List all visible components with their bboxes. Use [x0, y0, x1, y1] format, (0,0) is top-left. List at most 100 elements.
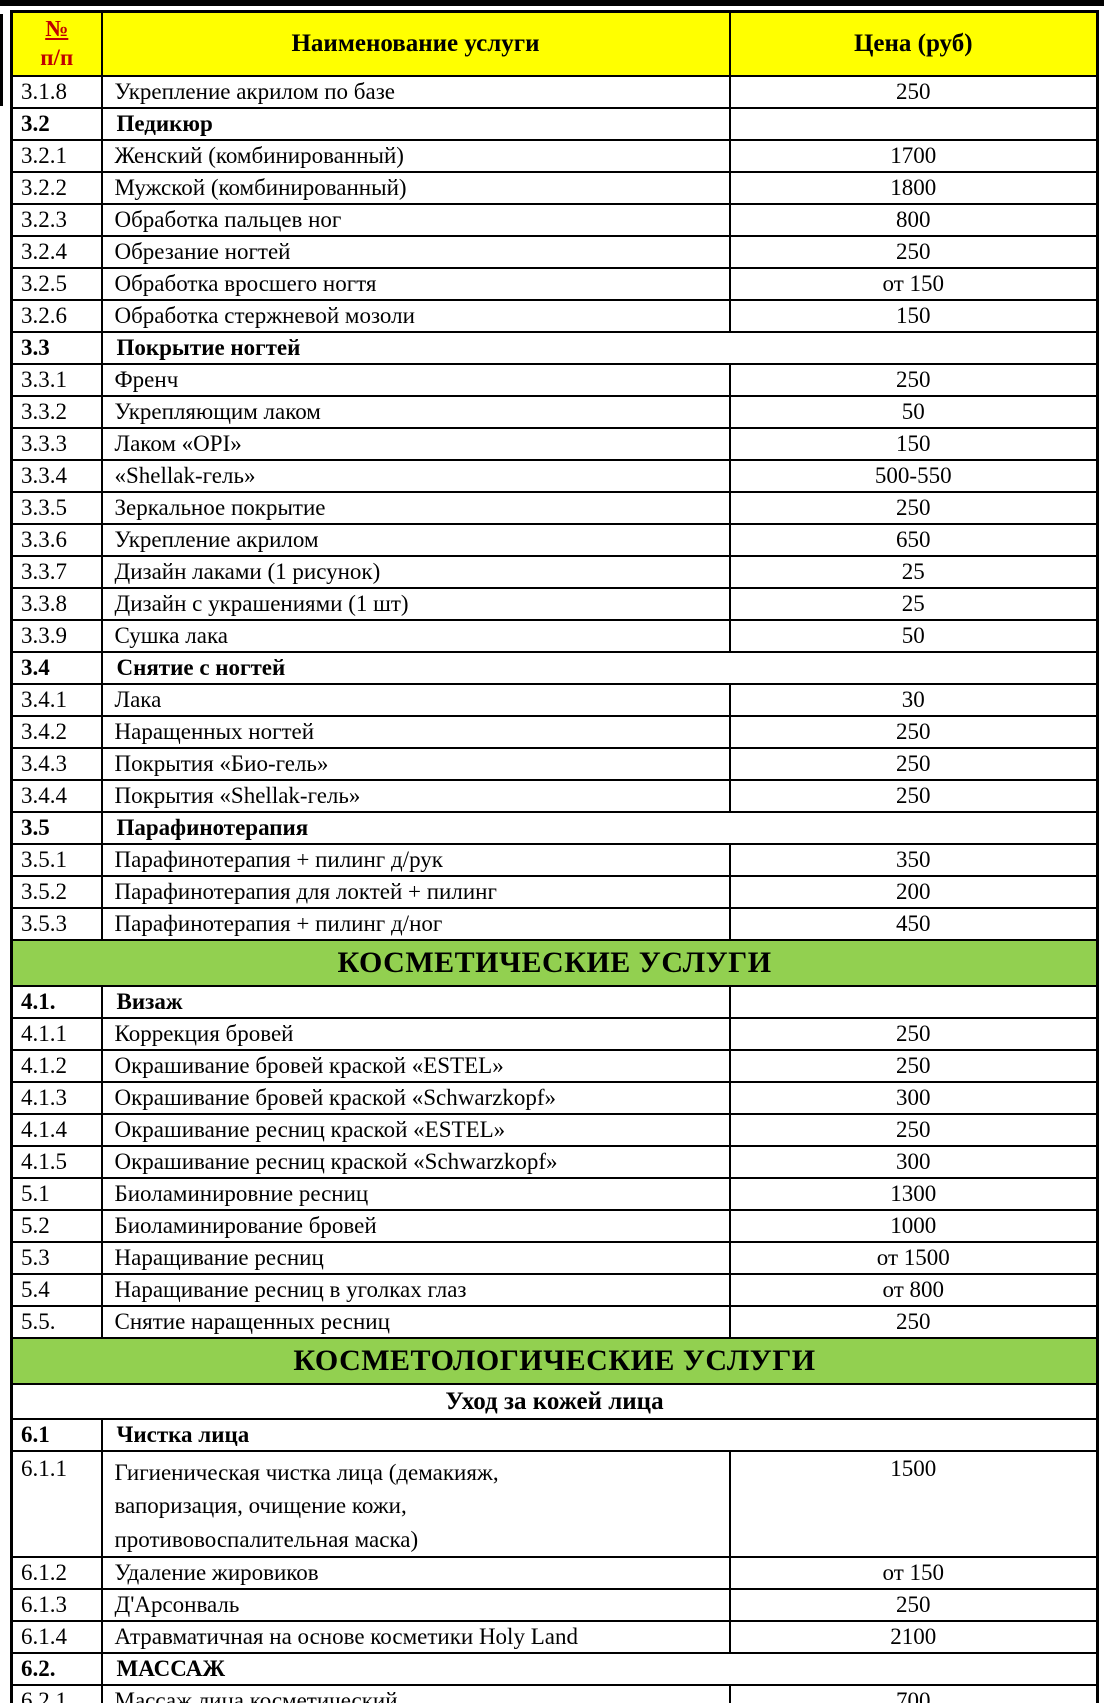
row-number-cell: 6.1	[10, 1418, 103, 1452]
item-row: 3.3.1 Френч 250	[10, 363, 1099, 397]
banner-row: КОСМЕТИЧЕСКИЕ УСЛУГИ	[10, 939, 1099, 987]
service-name-cell: Наращивание ресниц	[100, 1241, 731, 1275]
per-item-label: п/п	[40, 45, 74, 70]
price-cell: 250	[728, 715, 1099, 749]
price-cell: от 150	[728, 1556, 1099, 1591]
row-number-cell: 3.2.5	[10, 267, 103, 301]
price-cell: 250	[728, 1113, 1099, 1147]
service-name-cell: Лака	[100, 683, 731, 717]
item-row: 3.3.4 «Shellak-гель» 500-550	[10, 459, 1099, 493]
row-number-cell: 6.2.1	[10, 1684, 103, 1703]
price-cell: 25	[728, 555, 1099, 589]
item-row: 3.5.2 Парафинотерапия для локтей + пилинг…	[10, 875, 1099, 909]
service-name-cell: Обработка пальцев ног	[100, 203, 731, 237]
row-number-cell: 3.3.3	[10, 427, 103, 461]
item-row: 3.5.3 Парафинотерапия + пилинг д/ног 450	[10, 907, 1099, 941]
item-row: 3.2.3 Обработка пальцев ног 800	[10, 203, 1099, 237]
item-row: 3.3.9 Сушка лака 50	[10, 619, 1099, 653]
price-cell: 800	[728, 203, 1099, 237]
service-name-cell: Массаж лица косметический	[100, 1684, 731, 1703]
price-cell: 300	[728, 1145, 1099, 1179]
item-row: 4.1.5 Окрашивание ресниц краской «Schwarz…	[10, 1145, 1099, 1179]
price-cell	[728, 107, 1099, 141]
row-number-cell: 5.3	[10, 1241, 103, 1275]
price-cell: 250	[728, 491, 1099, 525]
price-cell: 1000	[728, 1209, 1099, 1243]
item-row: 3.2.6 Обработка стержневой мозоли 150	[10, 299, 1099, 333]
price-cell: 250	[728, 747, 1099, 781]
price-cell: 30	[728, 683, 1099, 717]
row-number-cell: 5.2	[10, 1209, 103, 1243]
row-number-cell: 3.4.4	[10, 779, 103, 813]
item-row: 6.1.4 Атравматичная на основе косметики H…	[10, 1620, 1099, 1655]
price-cell: 450	[728, 907, 1099, 941]
row-number-cell: 6.1.1	[10, 1449, 103, 1559]
section-row: 3.3 Покрытие ногтей	[10, 331, 1099, 365]
category-banner: КОСМЕТОЛОГИЧЕСКИЕ УСЛУГИ	[10, 1337, 1099, 1385]
service-name-cell: Укрепление акрилом по базе	[100, 75, 731, 109]
price-cell: 2100	[728, 1620, 1099, 1655]
service-name-cell: Парафинотерапия + пилинг д/рук	[100, 843, 731, 877]
category-banner: КОСМЕТИЧЕСКИЕ УСЛУГИ	[10, 939, 1099, 987]
item-row: 6.1.3 Д'Арсонваль 250	[10, 1588, 1099, 1623]
subheader-row: Уход за кожей лица	[10, 1383, 1099, 1420]
row-number-cell: 3.5.1	[10, 843, 103, 877]
price-cell: 1700	[728, 139, 1099, 173]
service-name-cell: Наращивание ресниц в уголках глаз	[100, 1273, 731, 1307]
price-cell: 250	[728, 1305, 1099, 1339]
service-name-cell: Парафинотерапия + пилинг д/ног	[100, 907, 731, 941]
row-number-cell: 4.1.1	[10, 1017, 103, 1051]
service-name-cell: Атравматичная на основе косметики Holy L…	[100, 1620, 731, 1655]
row-number-cell: 6.1.3	[10, 1588, 103, 1623]
item-row: 6.2.1 Массаж лица косметический 700	[10, 1684, 1099, 1703]
service-name-cell: Зеркальное покрытие	[100, 491, 731, 525]
row-number-cell: 3.3	[10, 331, 103, 365]
row-number-cell: 4.1.	[10, 985, 103, 1019]
row-number-cell: 3.4.2	[10, 715, 103, 749]
price-cell: 650	[728, 523, 1099, 557]
item-row: 3.3.3 Лаком «OPI» 150	[10, 427, 1099, 461]
service-name-cell: МАССАЖ	[100, 1652, 1099, 1687]
service-name-cell: Обработка вросшего ногтя	[100, 267, 731, 301]
row-number-cell: 4.1.4	[10, 1113, 103, 1147]
item-row: 3.2.2 Мужской (комбинированный) 1800	[10, 171, 1099, 205]
price-cell: 700	[728, 1684, 1099, 1703]
service-name-cell: «Shellak-гель»	[100, 459, 731, 493]
row-number-cell: 6.1.2	[10, 1556, 103, 1591]
price-cell: от 800	[728, 1273, 1099, 1307]
item-row: 5.1 Биоламинировние ресниц 1300	[10, 1177, 1099, 1211]
row-number-cell: 3.4.3	[10, 747, 103, 781]
row-number-cell: 3.2.3	[10, 203, 103, 237]
number-sign-label: №	[45, 16, 69, 42]
item-row: 6.1.1 Гигиеническая чистка лица (демакияж…	[10, 1449, 1099, 1559]
service-name-cell: Наращенных ногтей	[100, 715, 731, 749]
service-name-cell: Укрепление акрилом	[100, 523, 731, 557]
price-cell: 150	[728, 299, 1099, 333]
service-name-cell: Френч	[100, 363, 731, 397]
service-name-cell: Окрашивание ресниц краской «Schwarzkopf»	[100, 1145, 731, 1179]
price-cell: 1300	[728, 1177, 1099, 1211]
service-name-cell: Педикюр	[100, 107, 731, 141]
price-cell: 25	[728, 587, 1099, 621]
row-number-cell: 3.4.1	[10, 683, 103, 717]
row-number-cell: 3.3.8	[10, 587, 103, 621]
row-number-cell: 3.5	[10, 811, 103, 845]
service-name-cell: Окрашивание ресниц краской «ESTEL»	[100, 1113, 731, 1147]
price-cell: 50	[728, 619, 1099, 653]
item-row: 6.1.2 Удаление жировиков от 150	[10, 1556, 1099, 1591]
item-row: 3.5.1 Парафинотерапия + пилинг д/рук 350	[10, 843, 1099, 877]
item-row: 4.1.3 Окрашивание бровей краской «Schwarz…	[10, 1081, 1099, 1115]
section-row: 4.1. Визаж	[10, 985, 1099, 1019]
row-number-cell: 3.5.3	[10, 907, 103, 941]
price-cell: 50	[728, 395, 1099, 429]
service-name-cell: Дизайн лаками (1 рисунок)	[100, 555, 731, 589]
price-cell: от 1500	[728, 1241, 1099, 1275]
service-name-cell: Лаком «OPI»	[100, 427, 731, 461]
col-header-price: Цена (руб)	[728, 10, 1099, 77]
item-row: 5.2 Биоламинирование бровей 1000	[10, 1209, 1099, 1243]
row-number-cell: 4.1.5	[10, 1145, 103, 1179]
service-name-cell: Визаж	[100, 985, 731, 1019]
row-number-cell: 3.1.8	[10, 75, 103, 109]
item-row: 4.1.1 Коррекция бровей 250	[10, 1017, 1099, 1051]
